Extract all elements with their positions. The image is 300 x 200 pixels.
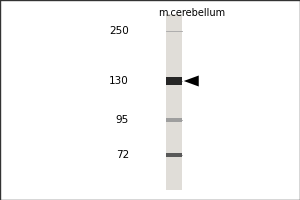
Polygon shape bbox=[184, 76, 199, 86]
Text: 72: 72 bbox=[116, 150, 129, 160]
Bar bbox=[166, 118, 182, 122]
Text: 130: 130 bbox=[109, 76, 129, 86]
Bar bbox=[166, 14, 182, 190]
Text: 95: 95 bbox=[116, 115, 129, 125]
Bar bbox=[166, 77, 182, 85]
Bar bbox=[166, 153, 182, 157]
Text: 250: 250 bbox=[109, 26, 129, 36]
Text: m.cerebellum: m.cerebellum bbox=[158, 8, 226, 18]
